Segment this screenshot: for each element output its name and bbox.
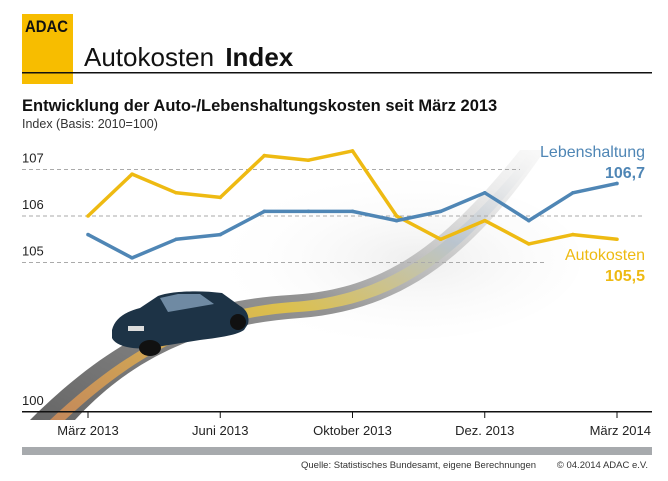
data-point-lebenshaltung — [350, 209, 355, 214]
data-point-lebenshaltung — [615, 181, 619, 186]
y-tick-label: 105 — [22, 244, 44, 259]
adac-logo-text: ADAC — [25, 17, 68, 36]
data-point-autokosten — [394, 214, 399, 218]
chart-grid — [22, 169, 645, 263]
source-note: Quelle: Statistisches Bundesamt, eigene … — [301, 460, 536, 471]
data-point-autokosten — [218, 195, 223, 200]
data-point-autokosten — [527, 242, 531, 246]
car-road-illustration — [30, 150, 580, 420]
data-point-autokosten — [306, 158, 311, 162]
title-light: Autokosten — [84, 42, 214, 72]
data-point-lebenshaltung — [482, 190, 487, 195]
data-point-autokosten — [262, 153, 267, 158]
end-value-lebenshaltung: 106,7 — [605, 165, 645, 182]
x-tick-label: Oktober 2013 — [313, 423, 392, 438]
end-value-autokosten: 105,5 — [605, 268, 645, 285]
data-point-lebenshaltung — [262, 209, 267, 214]
data-point-autokosten — [482, 218, 487, 223]
title-bold: Index — [225, 42, 293, 72]
data-point-lebenshaltung — [218, 232, 223, 237]
legend-autokosten: Autokosten — [565, 247, 645, 264]
chart-title: Entwicklung der Auto-/Lebenshaltungskost… — [22, 97, 497, 115]
page-title: Autokosten Index — [84, 42, 294, 72]
chart-subtitle: Index (Basis: 2010=100) — [22, 117, 158, 131]
data-point-autokosten — [174, 190, 178, 195]
header-divider — [22, 72, 652, 74]
copyright-note: © 04.2014 ADAC e.V. — [557, 460, 648, 471]
data-point-autokosten — [438, 237, 443, 242]
y-tick-label: 100 — [22, 393, 44, 408]
legend-lebenshaltung: Lebenshaltung — [540, 144, 645, 161]
y-axis: 107 106 105 100 — [22, 151, 44, 409]
data-point-lebenshaltung — [571, 190, 575, 195]
data-point-lebenshaltung — [174, 237, 178, 242]
x-tick-label: Juni 2013 — [192, 423, 248, 438]
data-point-autokosten — [571, 232, 575, 237]
y-tick-label: 106 — [22, 197, 44, 212]
data-point-lebenshaltung — [527, 218, 531, 223]
data-point-autokosten — [86, 214, 90, 218]
footer-bar — [22, 447, 652, 455]
y-tick-label: 107 — [22, 151, 44, 166]
x-tick-label: März 2014 — [590, 423, 651, 438]
x-axis: März 2013 Juni 2013 Oktober 2013 Dez. 2013 M… — [57, 412, 651, 438]
x-tick-label: März 2013 — [57, 423, 118, 438]
x-axis-line — [22, 411, 652, 413]
data-point-lebenshaltung — [438, 209, 443, 214]
data-point-autokosten — [615, 237, 619, 242]
data-point-autokosten — [350, 149, 355, 153]
data-point-autokosten — [130, 172, 134, 176]
car-icon — [112, 291, 249, 356]
series-lines — [86, 149, 619, 260]
data-point-lebenshaltung — [394, 218, 399, 223]
data-point-lebenshaltung — [86, 232, 90, 237]
data-point-lebenshaltung — [130, 256, 134, 260]
x-tick-label: Dez. 2013 — [455, 423, 514, 438]
data-point-lebenshaltung — [306, 209, 311, 214]
